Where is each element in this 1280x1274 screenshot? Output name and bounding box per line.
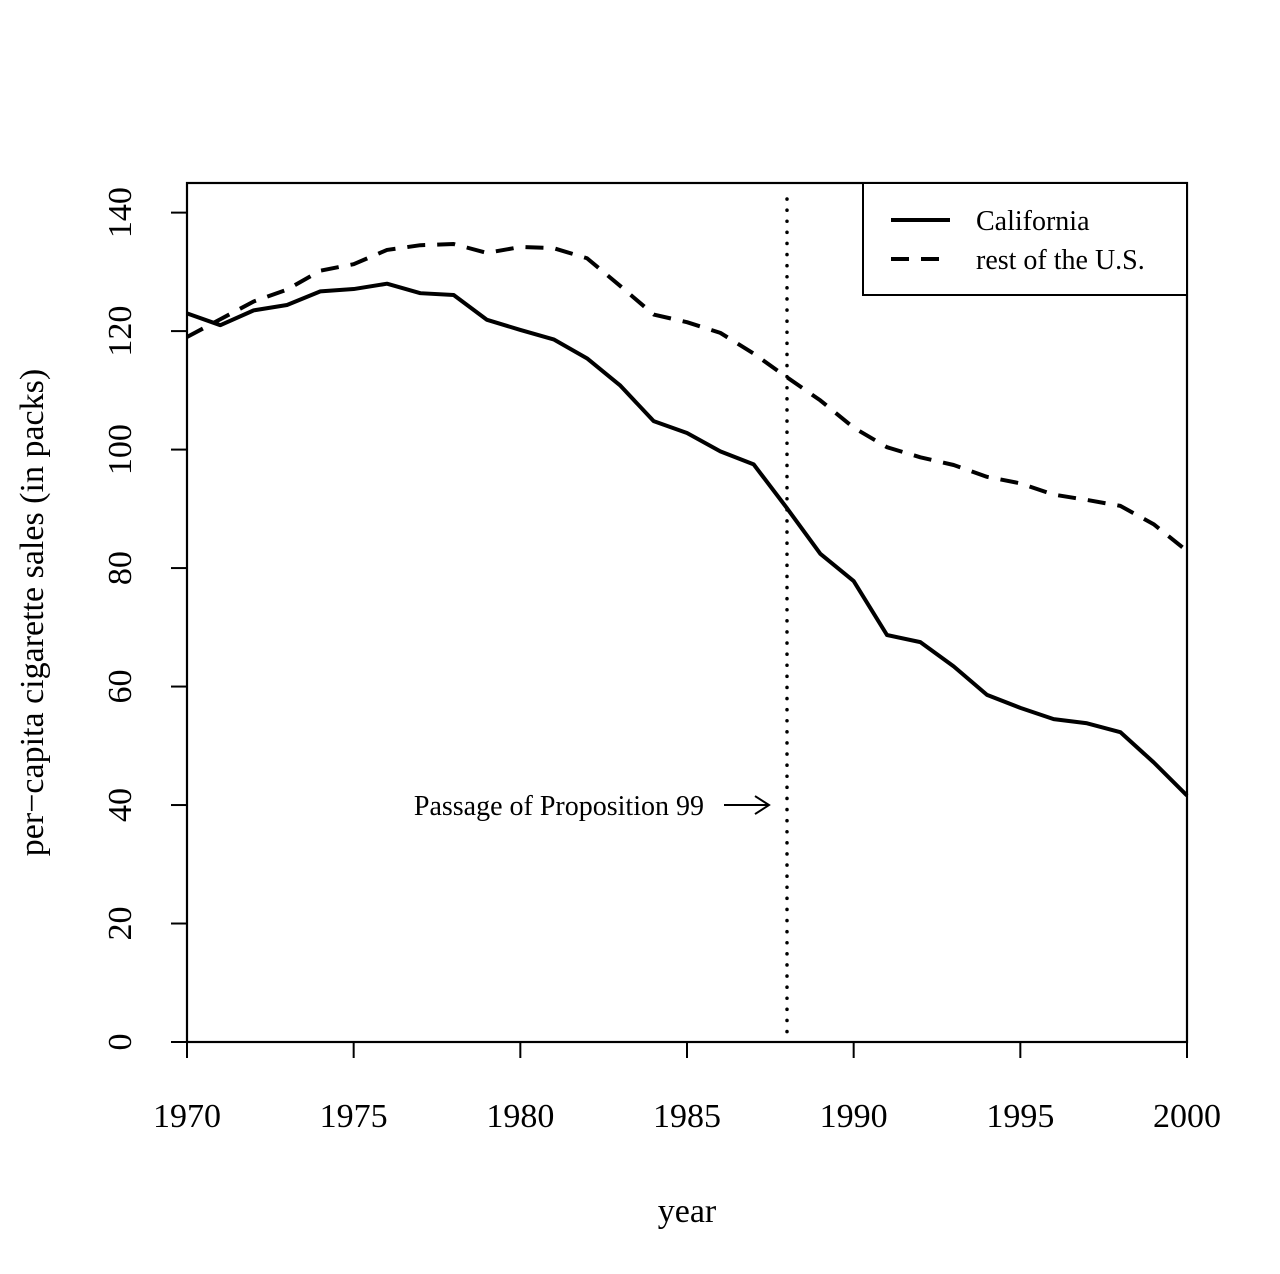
y-tick-label-120: 120 [102,306,139,357]
series-line-rest-of-us [186,242,1189,553]
series-lines [186,242,1189,797]
y-tick-label-80: 80 [102,551,139,585]
legend: California rest of the U.S. [862,182,1188,296]
legend-label-rest-of-us: rest of the U.S. [976,245,1145,276]
annotations: Passage of Proposition 99 [414,197,789,1044]
y-tick-label-20: 20 [102,907,139,941]
x-tick-label-1995: 1995 [986,1098,1054,1135]
y-axis: 0 20 40 60 80 100 120 140 [102,187,187,1051]
x-axis: 1970 1975 1980 1985 1990 1995 2000 [153,1042,1221,1135]
x-tick-label-1970: 1970 [153,1098,221,1135]
annotation-arrow-head [754,795,771,815]
legend-box [862,182,1188,296]
series-line-california [186,281,1189,797]
x-tick-label-1980: 1980 [486,1098,554,1135]
x-axis-title: year [658,1193,717,1230]
y-tick-label-60: 60 [102,670,139,704]
y-tick-label-100: 100 [102,424,139,475]
y-tick-label-40: 40 [102,788,139,822]
y-tick-label-0: 0 [102,1034,139,1051]
x-tick-label-1975: 1975 [320,1098,388,1135]
plot-frame [185,181,1189,1044]
x-tick-label-1990: 1990 [820,1098,888,1135]
x-tick-label-2000: 2000 [1153,1098,1221,1135]
y-axis-title: per−capita cigarette sales (in packs) [14,369,51,856]
legend-label-california: California [976,206,1090,237]
y-tick-label-140: 140 [102,187,139,238]
annotation-label: Passage of Proposition 99 [414,791,704,822]
x-tick-label-1985: 1985 [653,1098,721,1135]
